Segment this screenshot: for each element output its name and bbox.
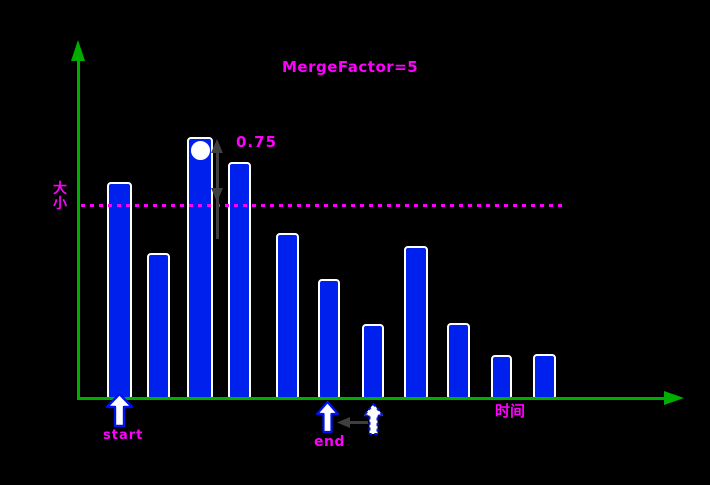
x-axis-label: 时间 [495,402,526,420]
segment-bar [318,279,340,400]
segment-bar [228,162,251,400]
x-axis-arrow-icon [664,391,684,405]
x-axis [77,397,666,400]
segment-bar [147,253,170,400]
segment-bar [447,323,470,400]
segment-bar [187,137,213,400]
end-label: end [314,434,345,450]
segment-bar [491,355,512,400]
y-axis [77,56,80,400]
end-pointer-arrow-icon [316,401,339,433]
threshold-dotted-line [81,204,562,207]
segment-bar [107,182,132,400]
start-label: start [103,428,144,443]
start-pointer-arrow-icon [106,393,133,427]
y-axis-arrow-icon [71,40,85,61]
shift-left-arrow-icon [337,417,368,428]
segment-bar [362,324,384,400]
chart-title: MergeFactor=5 [282,58,419,76]
segment-bar [533,354,556,400]
segment-marker-circle [190,140,211,161]
next-end-pointer-arrow-icon [363,403,384,435]
segment-bar [404,246,428,400]
ratio-label: 0.75 [236,133,278,151]
y-axis-label: 大 小 [53,181,67,212]
segment-bar [276,233,299,400]
